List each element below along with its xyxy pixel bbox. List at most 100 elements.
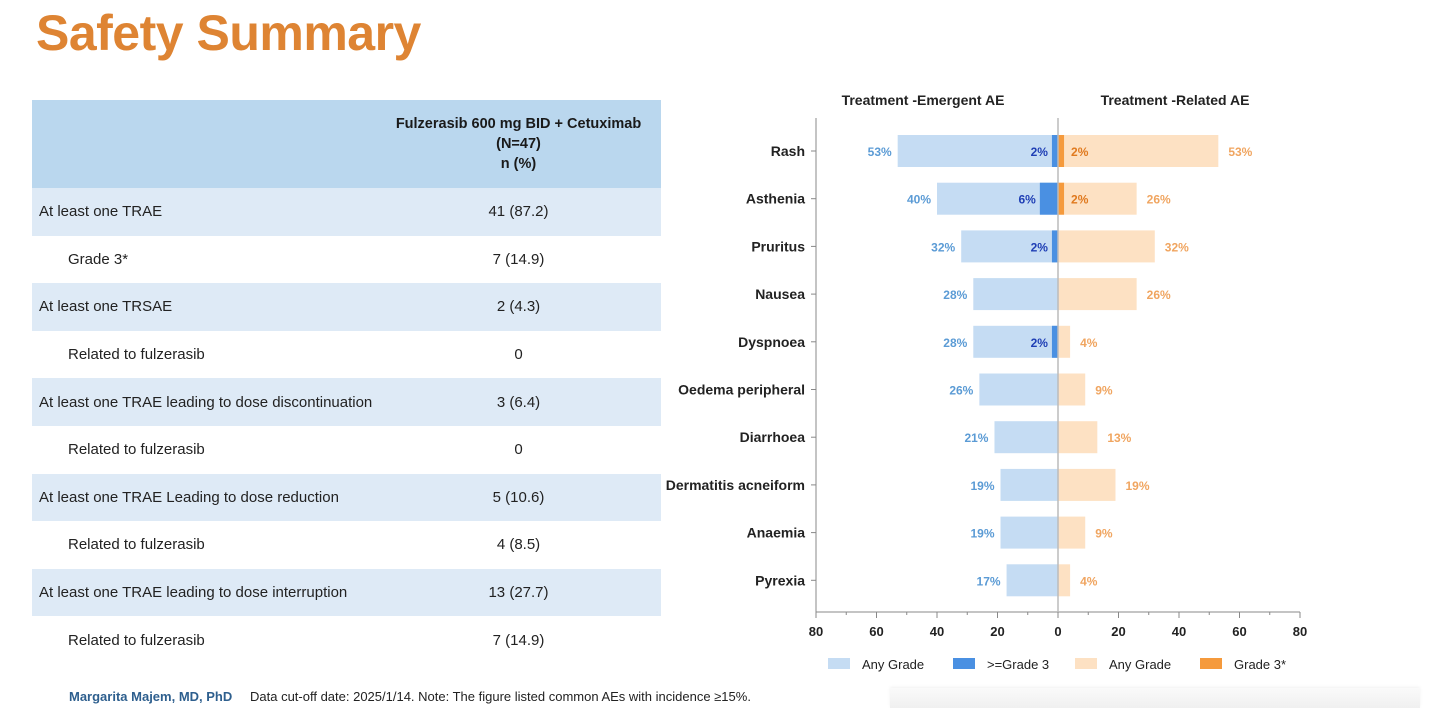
row-value: 0	[514, 346, 523, 364]
table-row: At least one TRAE 41 (87.2)	[32, 188, 661, 236]
category-label: Diarrhoea	[740, 429, 806, 445]
legend-swatch	[828, 658, 850, 669]
row-label: Related to fulzerasib	[68, 536, 205, 554]
data-label-trae-any-grade: 26%	[1147, 288, 1171, 302]
data-label-tae-any-grade: 26%	[949, 384, 973, 398]
row-label: At least one TRAE	[32, 188, 376, 236]
table-header-arm: Fulzerasib 600 mg BID + Cetuximab (N=47)…	[376, 100, 661, 188]
category-label: Asthenia	[746, 191, 805, 207]
data-label-trae-any-grade: 19%	[1125, 479, 1149, 493]
footer-author: Margarita Majem, MD, PhD	[69, 689, 233, 704]
bar-trae-grade3	[1058, 135, 1065, 167]
bar-tae-any-grade	[897, 135, 1058, 167]
bar-trae-any-grade	[1058, 373, 1086, 406]
row-label: At least one TRAE leading to dose discon…	[32, 378, 376, 426]
bar-tae-grade3	[1051, 325, 1058, 358]
chart-title-right: Treatment -Related AE	[1101, 92, 1250, 108]
category-label: Nausea	[755, 286, 805, 302]
row-value: 7 (14.9)	[492, 631, 545, 649]
x-tick-label: 40	[1172, 624, 1186, 639]
row-value: 5 (10.6)	[376, 473, 661, 522]
data-label-trae-any-grade: 53%	[1228, 145, 1252, 159]
table-header-label	[32, 100, 376, 188]
table-row: At least one TRAE Leading to dose reduct…	[32, 473, 661, 522]
row-value: 13 (27.7)	[376, 568, 661, 617]
data-label-tae-any-grade: 21%	[964, 431, 988, 445]
x-tick-label: 60	[1232, 624, 1246, 639]
row-label: At least one TRSAE	[32, 283, 376, 331]
bar-trae-any-grade	[1058, 182, 1137, 215]
data-label-trae-grade3: 2%	[1071, 193, 1089, 207]
bar-trae-any-grade	[1058, 564, 1071, 597]
x-tick-label: 80	[809, 624, 823, 639]
bar-tae-any-grade	[961, 230, 1058, 263]
data-label-tae-any-grade: 32%	[931, 240, 955, 254]
bar-tae-any-grade	[973, 278, 1058, 311]
category-label: Dyspnoea	[738, 334, 805, 350]
legend-swatch	[953, 658, 975, 669]
row-value: 2 (4.3)	[376, 283, 661, 331]
overlay-strip	[890, 688, 1420, 708]
bar-tae-any-grade	[1006, 564, 1058, 597]
row-label: Related to fulzerasib	[68, 441, 205, 459]
legend-swatch	[1200, 658, 1222, 669]
row-label: Related to fulzerasib	[68, 346, 205, 364]
row-value: 7 (14.9)	[492, 250, 545, 268]
table-row: Grade 3* 7 (14.9)	[32, 236, 661, 284]
table-row: Related to fulzerasib 7 (14.9)	[32, 616, 661, 664]
data-label-trae-any-grade: 9%	[1095, 527, 1113, 541]
page-title: Safety Summary	[36, 5, 421, 61]
legend-label: Grade 3*	[1234, 657, 1286, 672]
x-tick-label: 40	[930, 624, 944, 639]
bar-trae-any-grade	[1058, 135, 1219, 167]
category-label: Oedema peripheral	[678, 382, 805, 398]
bar-trae-any-grade	[1058, 278, 1137, 311]
data-label-tae-any-grade: 19%	[970, 527, 994, 541]
header-arm-unit: n (%)	[500, 156, 537, 172]
table-row: Related to fulzerasib 4 (8.5)	[32, 521, 661, 569]
chart-title-left: Treatment -Emergent AE	[842, 92, 1005, 108]
header-arm-name: Fulzerasib 600 mg BID + Cetuximab	[395, 116, 642, 132]
bar-tae-grade3	[1051, 230, 1058, 263]
legend-label: Any Grade	[862, 657, 924, 672]
bar-trae-grade3	[1058, 182, 1065, 215]
row-label: At least one TRAE leading to dose interr…	[32, 568, 376, 617]
bar-tae-any-grade	[973, 325, 1058, 358]
row-label: At least one TRAE Leading to dose reduct…	[32, 473, 376, 522]
data-label-trae-any-grade: 4%	[1080, 336, 1098, 350]
x-tick-label: 0	[1054, 624, 1061, 639]
bar-trae-any-grade	[1058, 230, 1155, 263]
row-label: Related to fulzerasib	[68, 631, 205, 649]
x-tick-label: 60	[869, 624, 883, 639]
legend-swatch	[1075, 658, 1097, 669]
bar-trae-any-grade	[1058, 325, 1071, 358]
x-tick-label: 20	[990, 624, 1004, 639]
category-label: Dermatitis acneiform	[666, 477, 805, 493]
data-label-trae-any-grade: 13%	[1107, 431, 1131, 445]
row-label: Grade 3*	[68, 250, 129, 268]
row-value: 0	[514, 441, 523, 459]
data-label-tae-any-grade: 53%	[868, 145, 892, 159]
data-label-tae-grade3: 2%	[1031, 240, 1049, 254]
bar-tae-grade3	[1051, 135, 1058, 167]
safety-table: Fulzerasib 600 mg BID + Cetuximab (N=47)…	[32, 100, 661, 664]
table-row: Related to fulzerasib 0	[32, 331, 661, 379]
data-label-tae-any-grade: 19%	[970, 479, 994, 493]
bar-tae-any-grade	[937, 182, 1058, 215]
row-value: 41 (87.2)	[376, 188, 661, 236]
row-value: 3 (6.4)	[376, 378, 661, 426]
data-label-tae-grade3: 6%	[1019, 193, 1037, 207]
x-tick-label: 80	[1293, 624, 1307, 639]
x-tick-label: 20	[1111, 624, 1125, 639]
data-label-trae-any-grade: 4%	[1080, 574, 1098, 588]
legend-label: >=Grade 3	[987, 657, 1049, 672]
bar-tae-any-grade	[994, 421, 1058, 454]
table-header-row: Fulzerasib 600 mg BID + Cetuximab (N=47)…	[32, 100, 661, 188]
bar-tae-grade3	[1039, 182, 1058, 215]
data-label-tae-any-grade: 40%	[907, 193, 931, 207]
ae-butterfly-chart: Treatment -Emergent AE Treatment -Related…	[666, 92, 1308, 672]
bar-tae-any-grade	[979, 373, 1058, 406]
data-label-trae-any-grade: 32%	[1165, 240, 1189, 254]
footer-note: Data cut-off date: 2025/1/14. Note: The …	[250, 689, 751, 704]
data-label-trae-any-grade: 9%	[1095, 384, 1113, 398]
